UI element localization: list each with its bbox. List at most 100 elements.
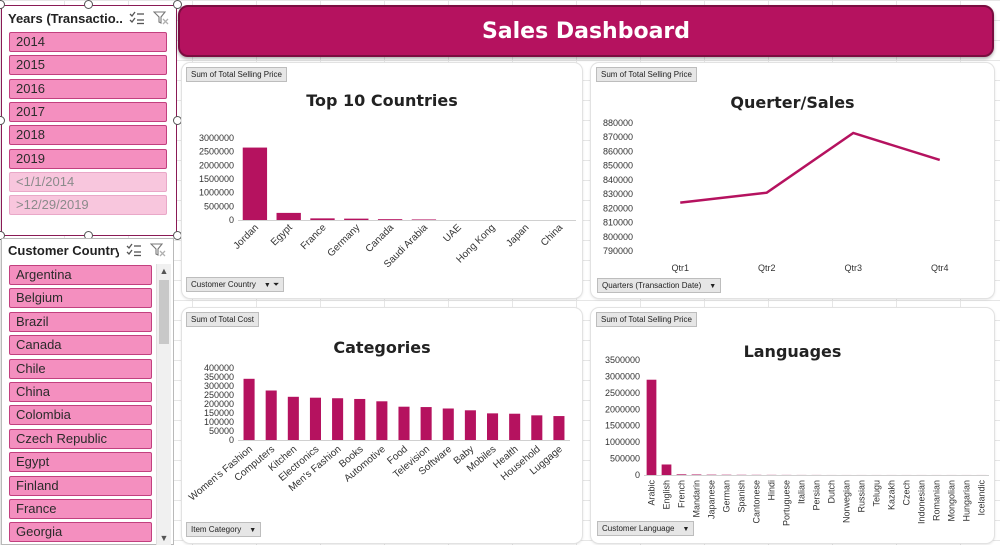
y-tick-label: 250000 [204, 390, 234, 400]
year-filter-item[interactable]: 2015 [9, 55, 167, 76]
y-tick-label: 790000 [603, 246, 633, 256]
scroll-up-arrow-icon[interactable]: ▲ [159, 266, 169, 276]
dropdown-arrow-icon: ▼ [709, 283, 717, 290]
country-filter-item[interactable]: Canada [9, 335, 152, 356]
x-category-label: Czech [902, 480, 912, 506]
x-category-label: Egypt [269, 222, 295, 248]
bar [242, 147, 268, 220]
y-tick-label: 2000000 [605, 404, 640, 414]
y-tick-label: 800000 [603, 232, 633, 242]
resize-handle[interactable] [173, 0, 182, 9]
x-category-label: UAE [442, 222, 465, 245]
resize-handle[interactable] [173, 231, 182, 240]
bar [531, 415, 543, 440]
x-category-label: China [539, 222, 566, 249]
scroll-thumb[interactable] [159, 280, 169, 344]
year-filter-item[interactable]: 2014 [9, 32, 167, 52]
x-category-label: Dutch [827, 480, 837, 504]
years-slicer-header: Years (Transactio... [2, 6, 176, 30]
y-tick-label: 820000 [603, 203, 633, 213]
x-category-label: Norwegian [842, 480, 852, 523]
y-tick-label: 400000 [204, 363, 234, 373]
x-category-label: Romanian [932, 480, 942, 521]
languages-chart: 3500000 3000000 2500000 2000000 1500000 10000… [605, 355, 989, 526]
year-filter-item[interactable]: 2016 [9, 78, 167, 99]
value-field-button[interactable]: Sum of Total Cost [186, 312, 259, 327]
dashboard-title-banner: Sales Dashboard [178, 5, 994, 57]
x-category-label: Indonesian [917, 480, 927, 524]
axis-field-button[interactable]: Customer Country ▼ ⏷ [186, 277, 285, 292]
x-category-label: French [677, 480, 687, 508]
y-tick-label: 1500000 [199, 174, 234, 184]
axis-field-button[interactable]: Item Category ▼ [186, 522, 262, 537]
country-filter-item[interactable]: Chile [9, 358, 152, 379]
x-category-label: Qtr3 [844, 263, 862, 273]
y-tick-label: 860000 [603, 146, 633, 156]
bar [287, 396, 299, 440]
resize-handle[interactable] [0, 0, 5, 9]
x-category-label: Cantonese [752, 480, 762, 524]
bar [376, 401, 388, 440]
customer-country-slicer[interactable]: Customer Country Argentina Belgium Brazil C… [1, 238, 174, 545]
multi-select-icon[interactable] [128, 10, 146, 26]
country-filter-item[interactable]: Belgium [9, 288, 152, 309]
chart-title: Categories [333, 338, 431, 357]
languages-chart-panel[interactable]: Sum of Total Selling Price Languages 350… [591, 308, 994, 543]
y-tick-label: 100000 [204, 417, 234, 427]
year-filter-item[interactable]: <1/1/2014 [9, 171, 167, 192]
resize-handle[interactable] [84, 0, 93, 9]
x-category-label: Persian [812, 480, 822, 511]
bar [243, 378, 255, 440]
country-filter-item[interactable]: China [9, 382, 152, 402]
x-category-label: Spanish [737, 480, 747, 513]
y-tick-label: 350000 [204, 372, 234, 382]
axis-field-label: Quarters (Transaction Date) [602, 281, 702, 290]
y-tick-label: 300000 [204, 381, 234, 391]
value-field-button[interactable]: Sum of Total Selling Price [596, 312, 698, 327]
chart-title: Languages [743, 342, 842, 361]
scroll-down-arrow-icon[interactable]: ▼ [159, 533, 169, 543]
year-filter-item[interactable]: >12/29/2019 [9, 195, 167, 216]
country-filter-item[interactable]: Georgia [9, 522, 152, 543]
x-category-label: Qtr2 [758, 263, 776, 273]
bar [276, 212, 301, 220]
top-countries-chart-panel[interactable]: Sum of Total Selling Price Top 10 Countr… [182, 63, 582, 298]
clear-filter-icon[interactable] [149, 242, 167, 258]
country-filter-item[interactable]: Egypt [9, 452, 152, 473]
years-slicer[interactable]: Years (Transactio... 2014 2015 2016 2017 201… [1, 5, 177, 236]
sales-line [680, 131, 941, 204]
x-category-label: Qtr4 [931, 263, 949, 273]
resize-handle[interactable] [173, 116, 182, 125]
country-filter-item[interactable]: Brazil [9, 311, 152, 332]
bar [265, 390, 277, 440]
country-filter-item[interactable]: Argentina [9, 265, 152, 285]
dropdown-arrow-icon: ▼ [682, 526, 690, 533]
dropdown-arrow-icon: ▼ [263, 282, 271, 289]
categories-chart-panel[interactable]: Sum of Total Cost Categories 400000 35000… [182, 308, 582, 543]
x-category-label: Telugu [872, 480, 882, 507]
y-tick-label: 880000 [603, 118, 633, 128]
year-filter-item[interactable]: 2018 [9, 125, 167, 146]
axis-field-button[interactable]: Customer Language ▼ [597, 521, 695, 536]
year-filter-item[interactable]: 2019 [9, 148, 167, 169]
quarter-sales-chart-panel[interactable]: Sum of Total Selling Price Querter/Sales… [591, 63, 994, 298]
multi-select-icon[interactable] [125, 242, 143, 258]
axis-field-label: Customer Country [191, 280, 256, 289]
axis-field-button[interactable]: Quarters (Transaction Date) ▼ [597, 278, 722, 293]
country-filter-item[interactable]: Colombia [9, 405, 152, 426]
year-filter-item[interactable]: 2017 [9, 101, 167, 122]
country-slicer-scrollbar[interactable]: ▲ ▼ [156, 264, 171, 545]
bar [332, 398, 344, 440]
bar [553, 416, 565, 440]
country-filter-item[interactable]: Czech Republic [9, 428, 152, 449]
clear-filter-icon[interactable] [152, 10, 170, 26]
axis-field-label: Customer Language [602, 524, 675, 533]
y-tick-label: 150000 [204, 408, 234, 418]
resize-handle[interactable] [0, 116, 5, 125]
value-field-button[interactable]: Sum of Total Selling Price [186, 67, 288, 82]
value-field-button[interactable]: Sum of Total Selling Price [596, 67, 698, 82]
y-tick-label: 1000000 [199, 188, 234, 198]
country-filter-item[interactable]: France [9, 499, 152, 519]
country-filter-item[interactable]: Finland [9, 475, 152, 496]
y-tick-label: 3500000 [605, 355, 640, 365]
